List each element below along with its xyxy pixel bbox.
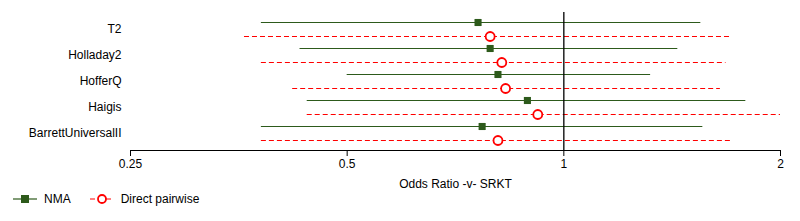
svg-text:0.5: 0.5 bbox=[339, 157, 356, 171]
svg-text:BarrettUniversalII: BarrettUniversalII bbox=[29, 126, 122, 140]
svg-text:HofferQ: HofferQ bbox=[80, 74, 122, 88]
svg-text:Haigis: Haigis bbox=[88, 100, 121, 114]
html-text:NMA: NMA bbox=[44, 192, 71, 206]
html-text:Direct pairwise: Direct pairwise bbox=[120, 192, 200, 206]
svg-text:1: 1 bbox=[560, 157, 567, 171]
svg-text:Odds Ratio -v- SRKT: Odds Ratio -v- SRKT bbox=[399, 177, 512, 191]
svg-text:2: 2 bbox=[777, 157, 784, 171]
svg-text:T2: T2 bbox=[107, 22, 121, 36]
svg-text:Holladay2: Holladay2 bbox=[68, 48, 122, 62]
svg-text:0.25: 0.25 bbox=[119, 157, 143, 171]
